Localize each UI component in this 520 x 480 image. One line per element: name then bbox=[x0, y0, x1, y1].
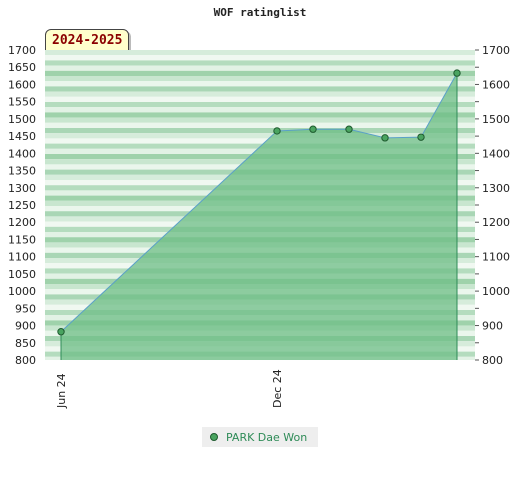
background-band bbox=[45, 112, 475, 118]
chart-title: WOF ratinglist bbox=[213, 6, 307, 19]
y-tick-label-right: 1200 bbox=[482, 216, 510, 229]
legend-label: PARK Dae Won bbox=[226, 430, 308, 444]
background-band bbox=[45, 76, 475, 82]
background-band bbox=[45, 107, 475, 113]
y-tick-label-left: 1450 bbox=[8, 130, 36, 143]
y-tick-label-right: 1000 bbox=[482, 285, 510, 298]
data-point bbox=[453, 69, 461, 77]
y-tick-label-left: 1600 bbox=[8, 78, 36, 91]
x-tick-label: Jun 24 bbox=[55, 373, 68, 409]
background-band bbox=[45, 55, 475, 61]
background-band bbox=[45, 96, 475, 102]
y-tick-label-left: 1050 bbox=[8, 268, 36, 281]
background-band bbox=[45, 60, 475, 66]
y-tick-label-left: 1700 bbox=[8, 44, 36, 57]
data-point bbox=[345, 125, 353, 133]
y-tick-label-left: 1200 bbox=[8, 216, 36, 229]
background-band bbox=[45, 138, 475, 144]
y-tick-label-right: 1700 bbox=[482, 44, 510, 57]
y-tick-label-left: 900 bbox=[15, 320, 36, 333]
series-area bbox=[61, 73, 457, 361]
background-band bbox=[45, 122, 475, 128]
data-point bbox=[309, 125, 317, 133]
data-point bbox=[381, 134, 389, 142]
background-band bbox=[45, 86, 475, 92]
y-tick-label-right: 1100 bbox=[482, 251, 510, 264]
y-tick-label-right: 900 bbox=[482, 320, 503, 333]
y-tick-label-left: 1300 bbox=[8, 182, 36, 195]
x-tick-label: Dec 24 bbox=[271, 369, 284, 408]
y-tick-label-left: 850 bbox=[15, 337, 36, 350]
y-tick-label-left: 1350 bbox=[8, 165, 36, 178]
background-band bbox=[45, 133, 475, 139]
y-tick-label-left: 1250 bbox=[8, 199, 36, 212]
background-band bbox=[45, 117, 475, 123]
y-tick-label-right: 1600 bbox=[482, 78, 510, 91]
background-band bbox=[45, 65, 475, 71]
y-tick-label-left: 1400 bbox=[8, 147, 36, 160]
y-tick-label-left: 1650 bbox=[8, 61, 36, 74]
y-tick-label-right: 1500 bbox=[482, 113, 510, 126]
background-band bbox=[45, 50, 475, 56]
y-tick-label-left: 1100 bbox=[8, 251, 36, 264]
legend[interactable]: PARK Dae Won bbox=[202, 427, 318, 447]
y-tick-label-right: 1400 bbox=[482, 147, 510, 160]
data-point bbox=[273, 127, 281, 135]
background-band bbox=[45, 128, 475, 134]
y-tick-label-left: 800 bbox=[15, 354, 36, 367]
y-tick-label-right: 800 bbox=[482, 354, 503, 367]
y-tick-label-right: 1300 bbox=[482, 182, 510, 195]
y-tick-label-left: 1150 bbox=[8, 233, 36, 246]
y-tick-label-left: 950 bbox=[15, 302, 36, 315]
legend-marker bbox=[210, 433, 218, 441]
background-band bbox=[45, 102, 475, 108]
background-band bbox=[45, 70, 475, 76]
y-tick-label-left: 1550 bbox=[8, 96, 36, 109]
background-band bbox=[45, 91, 475, 97]
data-point bbox=[57, 328, 65, 336]
background-band bbox=[45, 81, 475, 87]
y-tick-label-left: 1000 bbox=[8, 285, 36, 298]
data-point bbox=[417, 133, 425, 141]
y-tick-label-left: 1500 bbox=[8, 113, 36, 126]
